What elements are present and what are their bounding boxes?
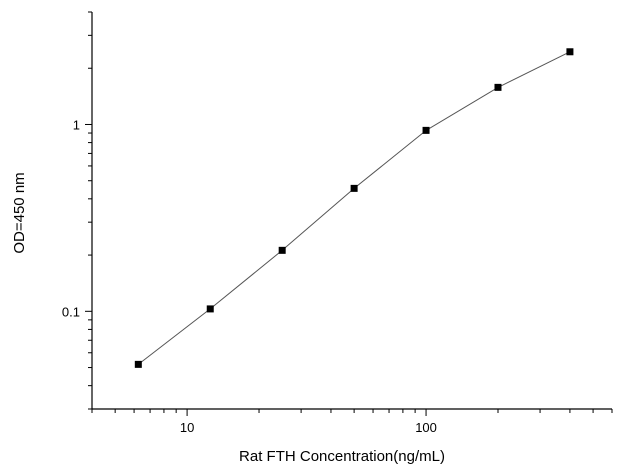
y-tick-label-1: 1 bbox=[73, 117, 80, 132]
axes bbox=[91, 12, 612, 410]
y-tick-labels: 0.1 1 bbox=[62, 117, 80, 319]
data-point bbox=[566, 48, 574, 56]
x-tick-label-100: 100 bbox=[415, 420, 437, 435]
markers bbox=[134, 48, 574, 368]
data-point bbox=[494, 83, 502, 91]
series-line bbox=[137, 51, 571, 365]
x-ticks bbox=[91, 409, 613, 416]
y-ticks bbox=[85, 11, 92, 410]
x-tick-label-10: 10 bbox=[180, 420, 194, 435]
x-axis-label: Rat FTH Concentration(ng/mL) bbox=[239, 448, 445, 465]
data-point bbox=[422, 126, 430, 134]
data-point bbox=[278, 246, 286, 254]
data-point bbox=[350, 184, 358, 192]
x-tick-labels: 10 100 bbox=[180, 420, 437, 435]
y-axis-label: OD=450 nm bbox=[11, 172, 28, 253]
y-tick-label-0.1: 0.1 bbox=[62, 304, 80, 319]
data-point bbox=[206, 305, 214, 313]
data-point bbox=[134, 360, 142, 368]
series bbox=[134, 48, 574, 368]
